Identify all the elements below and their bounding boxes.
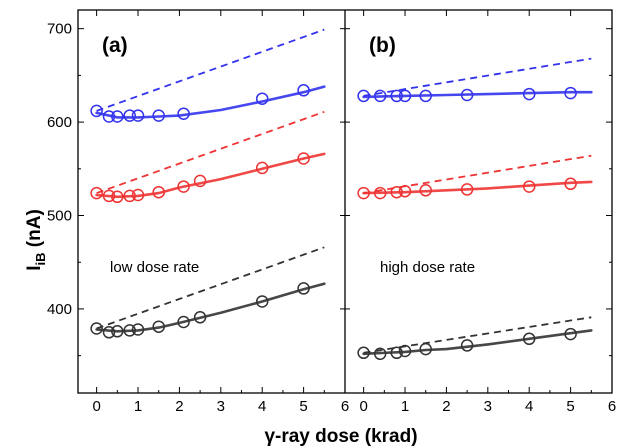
panel-a-series-red-point-4 [131, 188, 145, 202]
y-tick-label-500: 500 [47, 208, 72, 225]
panel-a-series-blue-point-2 [111, 110, 124, 123]
panel-a-x-tick-label-6: 6 [341, 398, 349, 415]
panel-a-x-tick-label-3: 3 [217, 398, 225, 415]
panel-b-x-tick-label-5: 5 [566, 398, 574, 415]
panel-a-series-red-point-1 [102, 189, 116, 203]
panel-b-series-blue-point-7 [564, 86, 577, 100]
panel-a-series-blue-point-3 [123, 109, 136, 122]
panel-b-series-blue-point-5 [460, 88, 474, 102]
panel-a-series-red-point-0 [90, 186, 103, 200]
panel-b-x-tick-label-4: 4 [525, 398, 533, 415]
panel-a-series-blue-point-0 [90, 104, 103, 118]
panel-a-x-tick-label-5: 5 [299, 398, 307, 415]
panel-b-series-red-point-7 [564, 177, 577, 191]
panel-b-series-black-point-3 [398, 344, 412, 358]
panel-b-series-red-point-1 [373, 186, 387, 200]
panel-a-series-black-point-8 [255, 295, 269, 308]
panel-a-series-blue-point-1 [102, 110, 116, 123]
panel-b-series-blue-point-4 [419, 89, 432, 103]
panel-a-series-black-point-4 [131, 323, 145, 336]
panel-b-series-black-point-2 [390, 346, 403, 360]
y-axis-title-sub: iB [33, 252, 48, 265]
panel-b-series-black-point-4 [419, 342, 432, 356]
panel-a-series-blue-point-8 [297, 84, 310, 97]
panel-b-series-red-point-5 [460, 183, 474, 196]
y-axis-title-unit: (nA) [24, 209, 45, 252]
panel-b-series-red-fit-line [362, 180, 593, 195]
panel-b-series-red-point-2 [390, 185, 403, 199]
panel-a-annotation: low dose rate [110, 259, 199, 276]
panel-b-series-black-point-1 [373, 347, 387, 361]
panel-a-x-tick-label-1: 1 [134, 398, 142, 415]
x-axis-title: γ-ray dose (krad) [264, 426, 417, 447]
panel-b-series-blue-point-0 [357, 89, 370, 103]
panel-a-series-red-point-6 [177, 180, 190, 193]
y-axis-title: IiB (nA) [24, 209, 48, 271]
panel-a-series-blue-point-6 [177, 107, 190, 120]
panel-b-series-blue-point-3 [398, 89, 412, 103]
y-axis-title-main: I [24, 265, 45, 270]
panel-a-series-black-point-5 [152, 320, 165, 333]
panel-b-series-red-point-4 [419, 184, 432, 197]
panel-b-series-blue-fit-line [362, 90, 593, 99]
panel-b-tag: (b) [369, 34, 396, 57]
panel-a-series-black-point-6 [177, 315, 190, 329]
panel-a-series-black-point-2 [111, 325, 124, 338]
y-tick-label-600: 600 [47, 114, 72, 131]
y-tick-label-700: 700 [47, 21, 72, 38]
panel-a-series-blue-point-5 [152, 109, 165, 122]
panel-a-series-red-point-3 [123, 189, 136, 203]
panel-b-annotation: high dose rate [380, 259, 475, 276]
panel-b-series-black-fit-line [362, 329, 593, 356]
panel-a-series-red-point-2 [111, 190, 124, 204]
panel-a-series-black-trend-line [96, 246, 325, 330]
panel-a-series-black-point-9 [297, 282, 310, 295]
panel-b-series-black-point-7 [564, 327, 577, 341]
panel-b-series-red-point-6 [522, 180, 536, 193]
panel-a-series-blue-trend-line [96, 28, 325, 112]
panel-a-x-tick-label-4: 4 [258, 398, 266, 415]
panel-b-series-black-point-0 [357, 346, 370, 360]
panel-a-series-blue-fit-line [95, 85, 326, 119]
panel-a-series-blue-point-4 [131, 109, 145, 122]
panel-a-series-black-point-0 [90, 322, 103, 335]
panel-b-series-blue-point-1 [373, 89, 387, 103]
panel-b-x-tick-label-1: 1 [401, 398, 409, 415]
panel-b-x-tick-label-3: 3 [484, 398, 492, 415]
panel-a-series-blue-point-7 [255, 92, 269, 105]
panel-a-x-tick-label-0: 0 [92, 398, 100, 415]
panel-b-series-black-point-6 [522, 332, 536, 346]
panel-a-series-black-fit-line [95, 282, 326, 333]
panel-b-series-black-point-5 [460, 339, 474, 352]
plot-layer [90, 28, 593, 361]
panel-b-series-red-point-3 [398, 184, 412, 198]
panel-a-series-black-point-3 [123, 324, 136, 337]
y-tick-label-400: 400 [47, 301, 72, 318]
panel-b-x-tick-label-2: 2 [442, 398, 450, 415]
panel-a-series-red-point-9 [297, 152, 310, 165]
panel-b-series-red-point-0 [357, 186, 370, 200]
panel-a-series-red-point-7 [193, 174, 207, 188]
panel-b-series-blue-point-6 [522, 87, 536, 101]
panel-a-series-red-point-8 [255, 161, 269, 175]
panel-b-x-tick-label-6: 6 [608, 398, 616, 415]
panel-b-series-blue-trend-line [363, 57, 592, 97]
panel-a-series-black-point-7 [193, 311, 207, 324]
panel-a-tag: (a) [102, 34, 128, 57]
panel-a-series-black-point-1 [102, 326, 116, 339]
panel-b-series-blue-point-2 [390, 89, 403, 103]
panel-a-series-red-trend-line [96, 110, 325, 194]
panel-a-x-tick-label-2: 2 [175, 398, 183, 415]
panel-a-series-red-point-5 [152, 185, 165, 199]
panel-b-x-tick-label-0: 0 [359, 398, 367, 415]
text-layer: IiB (nA) γ-ray dose (krad) (a) (b) low d… [24, 34, 475, 447]
